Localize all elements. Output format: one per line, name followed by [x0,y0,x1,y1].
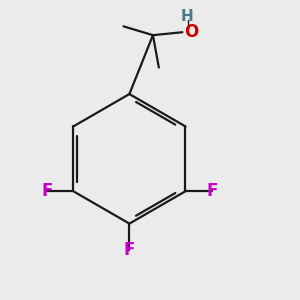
Text: F: F [206,182,218,200]
Text: H: H [180,8,193,23]
Text: F: F [41,182,52,200]
Text: O: O [184,23,198,41]
Text: F: F [124,241,135,259]
